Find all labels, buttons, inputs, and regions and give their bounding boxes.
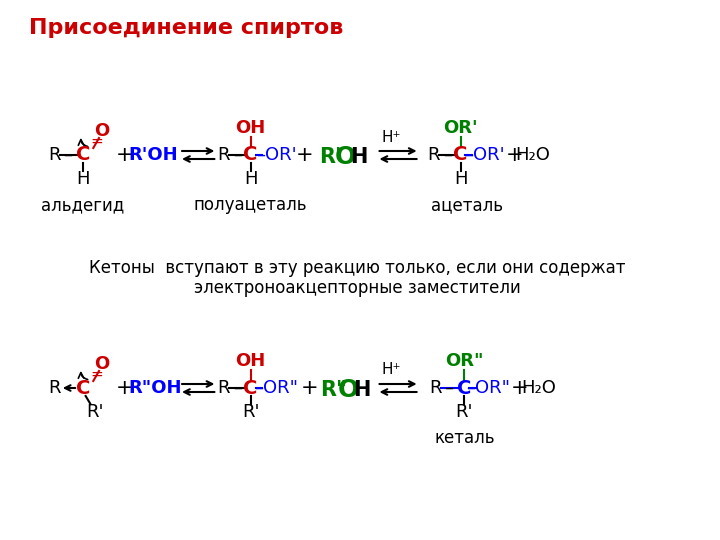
Text: R': R' [456, 403, 473, 421]
Text: R: R [430, 379, 442, 397]
Text: R'OH: R'OH [129, 146, 178, 164]
Text: –: – [233, 379, 242, 397]
Text: –: – [444, 379, 454, 397]
Text: +: + [116, 378, 134, 398]
Text: альдегид: альдегид [41, 196, 125, 214]
Text: H: H [350, 147, 367, 167]
Text: C: C [76, 379, 90, 397]
Text: OR': OR' [444, 119, 478, 137]
Text: –OR": –OR" [467, 379, 510, 397]
Text: H: H [76, 170, 89, 188]
Text: OH: OH [235, 352, 266, 370]
Text: R': R' [86, 403, 104, 421]
Text: ацеталь: ацеталь [431, 196, 503, 214]
Text: полуацеталь: полуацеталь [194, 196, 307, 214]
Text: C: C [243, 145, 258, 165]
Text: C: C [454, 145, 468, 165]
Text: OH: OH [235, 119, 266, 137]
Text: H₂O: H₂O [516, 146, 551, 164]
Text: R: R [217, 379, 230, 397]
Text: –OR': –OR' [256, 146, 297, 164]
Text: =: = [91, 133, 104, 148]
Text: H: H [353, 380, 370, 400]
Text: –OR": –OR" [254, 379, 298, 397]
Text: R': R' [320, 147, 342, 167]
Text: +: + [296, 145, 314, 165]
Text: –OR': –OR' [464, 146, 505, 164]
Text: R: R [48, 146, 60, 164]
Text: O: O [335, 145, 356, 169]
Text: O: O [338, 378, 359, 402]
Text: H: H [244, 170, 258, 188]
Text: OR": OR" [445, 352, 484, 370]
Text: +: + [116, 145, 134, 165]
Text: +: + [511, 378, 528, 398]
Text: +: + [301, 378, 319, 398]
Text: Кетоны  вступают в эту реакцию только, если они содержат
электроноакцепторные за: Кетоны вступают в эту реакцию только, ес… [89, 259, 626, 298]
Text: H₂O: H₂O [521, 379, 556, 397]
Text: H⁺: H⁺ [381, 130, 400, 145]
Text: R": R" [320, 380, 347, 400]
Text: O: O [94, 355, 109, 373]
Text: R': R' [242, 403, 259, 421]
Text: –: – [233, 146, 242, 164]
Text: C: C [76, 145, 90, 165]
Text: C: C [243, 379, 258, 397]
Text: R"OH: R"OH [129, 379, 182, 397]
Text: O: O [94, 122, 109, 140]
Text: C: C [457, 379, 472, 397]
Text: кеталь: кеталь [434, 429, 495, 447]
Text: +: + [506, 145, 523, 165]
Text: =: = [91, 367, 104, 381]
Text: H⁺: H⁺ [381, 362, 400, 377]
Text: –: – [443, 146, 451, 164]
Text: H: H [454, 170, 467, 188]
Text: –: – [63, 146, 72, 164]
Text: R: R [48, 379, 60, 397]
Text: Присоединение спиртов: Присоединение спиртов [29, 18, 343, 38]
Text: R: R [428, 146, 440, 164]
Text: R: R [217, 146, 230, 164]
